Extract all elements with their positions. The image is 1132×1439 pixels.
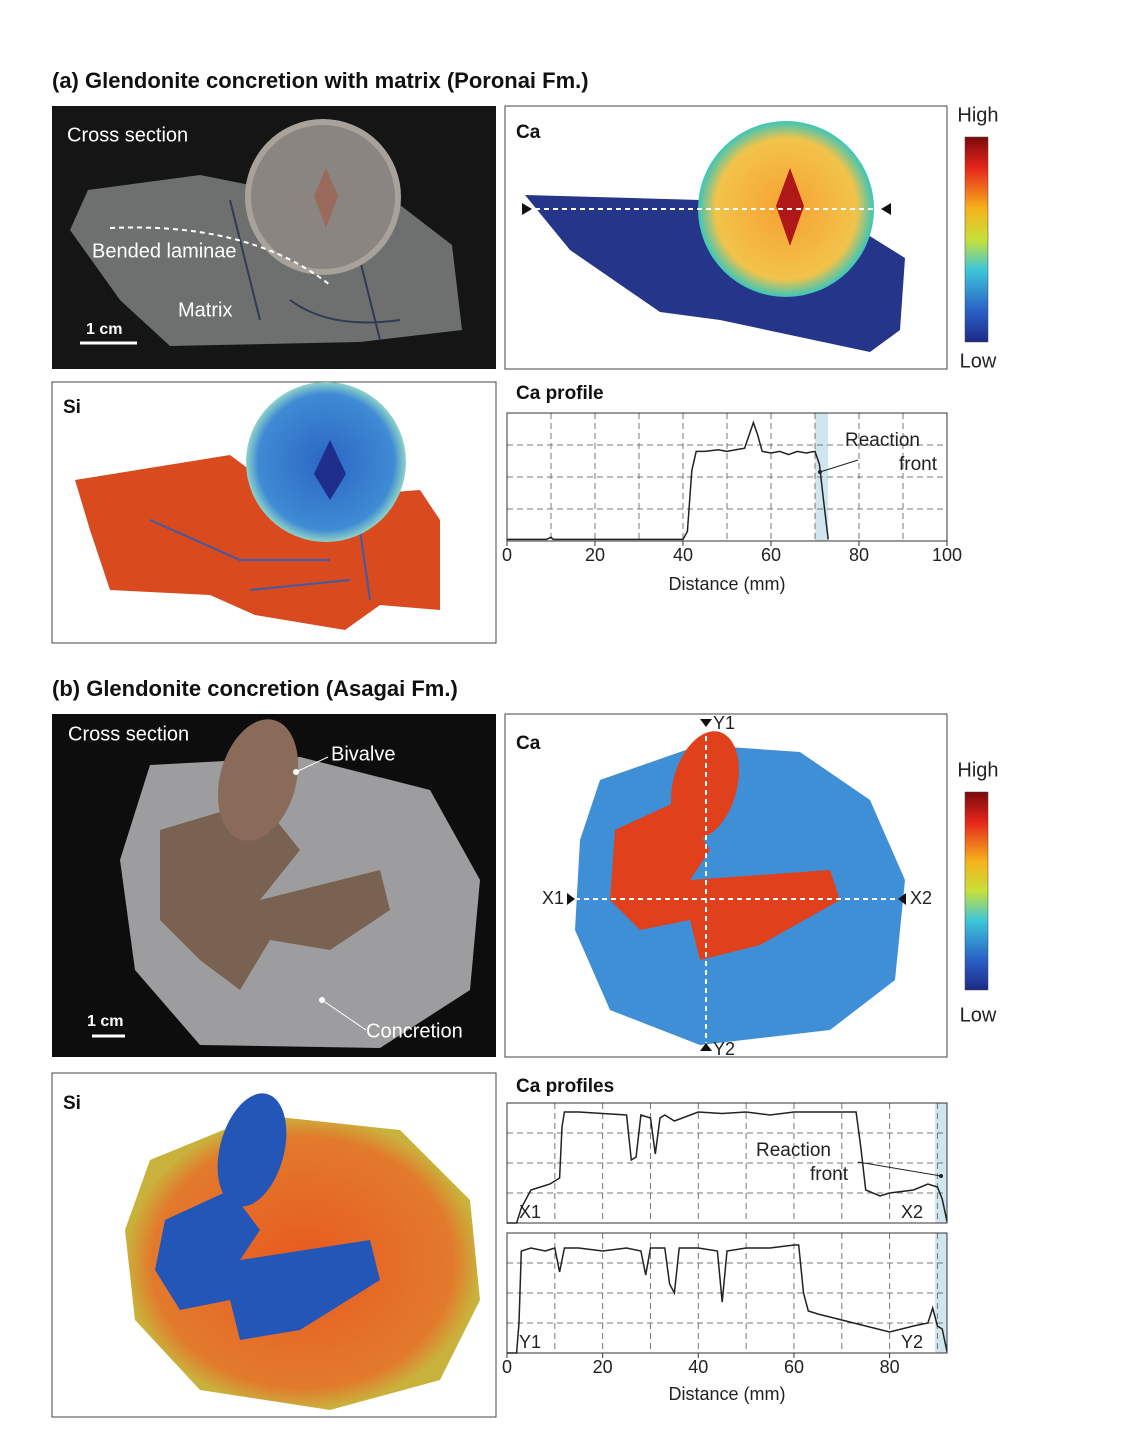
si-map-b: Si [52, 1073, 496, 1417]
map-label: Si [63, 397, 81, 418]
end-label: X1 [519, 1202, 541, 1222]
scale-bar-label: 1 cm [87, 1013, 123, 1030]
map-label: Ca [516, 733, 541, 754]
colorbar-b: High Low [957, 759, 998, 1026]
annotation: front [810, 1164, 849, 1185]
map-label: Si [63, 1093, 81, 1114]
profile-line [507, 423, 828, 540]
chart-title: Ca profile [516, 383, 604, 404]
colorbar-high: High [957, 104, 998, 126]
ca-map-a: Ca [505, 106, 947, 369]
ca-map-b: Ca Y1 Y2 X1 X2 [505, 713, 947, 1059]
x-tick-label: 60 [761, 545, 781, 565]
transect-label: X1 [542, 888, 564, 908]
annotation: Reaction [845, 430, 920, 451]
colorbar-a: High Low [957, 104, 998, 372]
x-tick-label: 60 [784, 1357, 804, 1377]
colorbar-low: Low [960, 350, 997, 372]
photo-b: Cross section Bivalve Concretion 1 cm [52, 710, 496, 1057]
photo-label: Cross section [68, 723, 189, 745]
annotation: Matrix [178, 299, 232, 321]
chart-title: Ca profiles [516, 1076, 614, 1097]
leader-dot [818, 470, 822, 474]
x-tick-label: 100 [932, 545, 962, 565]
annotation: Bivalve [331, 743, 395, 765]
transect-label: Y2 [713, 1039, 735, 1059]
profile-line [507, 1112, 947, 1223]
colorbar-high: High [957, 759, 998, 781]
panel-title: (a) Glendonite concretion with matrix (P… [52, 68, 589, 93]
x-tick-label: 20 [585, 545, 605, 565]
end-label: X2 [901, 1202, 923, 1222]
transect-label: X2 [910, 888, 932, 908]
panel-title: (b) Glendonite concretion (Asagai Fm.) [52, 676, 458, 701]
leader-dot [939, 1174, 943, 1178]
x-tick-label: 0 [502, 545, 512, 565]
annotation-leader [858, 1162, 941, 1176]
x-tick-label: 20 [593, 1357, 613, 1377]
transect-label: Y1 [713, 713, 735, 733]
x-tick-label: 80 [880, 1357, 900, 1377]
x-tick-label: 80 [849, 545, 869, 565]
x-tick-label: 40 [688, 1357, 708, 1377]
annotation: Bended laminae [92, 240, 237, 262]
annotation: Reaction [756, 1140, 831, 1161]
x-axis-label: Distance (mm) [668, 1384, 785, 1404]
end-label: Y1 [519, 1332, 541, 1352]
figure: (a) Glendonite concretion with matrix (P… [0, 0, 1132, 1439]
si-map-a: Si [52, 382, 496, 643]
map-label: Ca [516, 122, 541, 143]
end-label: Y2 [901, 1332, 923, 1352]
photo-a: Cross section Bended laminae Matrix 1 cm [52, 106, 496, 369]
x-axis-label: Distance (mm) [668, 574, 785, 594]
annotation: Concretion [366, 1020, 463, 1042]
x-tick-label: 40 [673, 545, 693, 565]
x-tick-label: 0 [502, 1357, 512, 1377]
annotation: front [899, 454, 938, 475]
colorbar-low: Low [960, 1004, 997, 1026]
scale-bar-label: 1 cm [86, 321, 122, 338]
profile-line [507, 1245, 947, 1353]
photo-label: Cross section [67, 124, 188, 146]
